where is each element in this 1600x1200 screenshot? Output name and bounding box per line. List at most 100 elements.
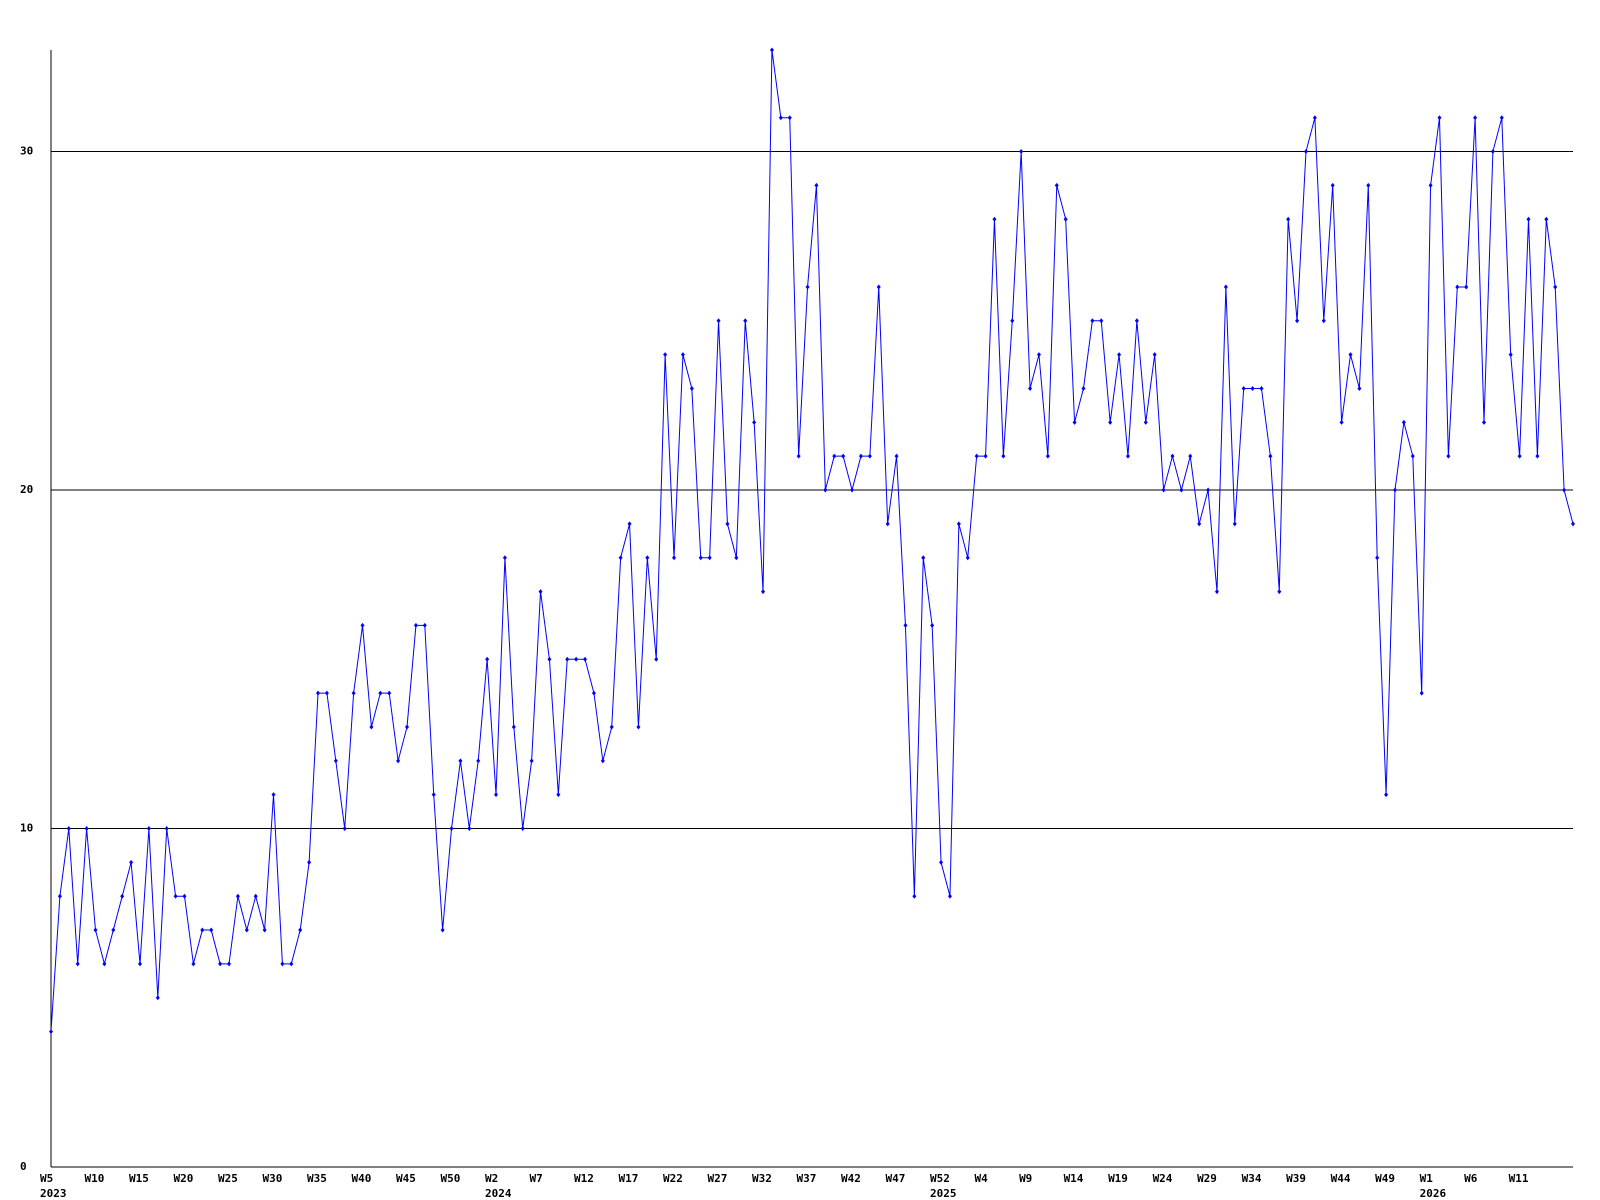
- data-point: [583, 656, 588, 662]
- x-tick-label: W6: [1464, 1172, 1478, 1185]
- data-point: [1384, 792, 1389, 798]
- data-point: [680, 352, 685, 358]
- x-tick-label: W35: [307, 1172, 327, 1185]
- data-point: [1099, 318, 1104, 324]
- x-tick-label: W4: [975, 1172, 989, 1185]
- data-point: [422, 622, 427, 628]
- data-point: [1312, 115, 1317, 121]
- data-point: [1464, 284, 1469, 290]
- data-point: [654, 656, 659, 662]
- data-point: [1508, 352, 1513, 358]
- data-point: [618, 555, 623, 561]
- data-point: [1143, 419, 1148, 425]
- data-point: [1117, 352, 1122, 358]
- data-point: [387, 690, 392, 696]
- data-point: [316, 690, 321, 696]
- data-point: [75, 961, 80, 967]
- x-year-label: 2025: [930, 1187, 957, 1200]
- data-point: [413, 622, 418, 628]
- data-point: [832, 453, 837, 459]
- data-point: [1036, 352, 1041, 358]
- data-point: [1357, 385, 1362, 391]
- data-point: [138, 961, 143, 967]
- data-point: [983, 453, 988, 459]
- data-point: [84, 826, 89, 832]
- data-point: [1446, 453, 1451, 459]
- data-point: [511, 724, 516, 730]
- data-point: [743, 318, 748, 324]
- data-point: [1197, 521, 1202, 527]
- data-point: [57, 893, 62, 899]
- data-point: [244, 927, 249, 933]
- x-tick-label: W25: [218, 1172, 238, 1185]
- data-point: [725, 521, 730, 527]
- data-point: [1232, 521, 1237, 527]
- x-tick-label: W17: [619, 1172, 639, 1185]
- data-point: [1295, 318, 1300, 324]
- data-point: [1045, 453, 1050, 459]
- data-point: [396, 758, 401, 764]
- data-point: [1134, 318, 1139, 324]
- data-point: [200, 927, 205, 933]
- data-point: [333, 758, 338, 764]
- data-point: [1179, 487, 1184, 493]
- data-point: [565, 656, 570, 662]
- data-point: [93, 927, 98, 933]
- data-line: [50, 49, 1574, 1032]
- data-point: [1188, 453, 1193, 459]
- x-year-label: 2026: [1420, 1187, 1447, 1200]
- data-point: [547, 656, 552, 662]
- x-tick-label: W1: [1420, 1172, 1434, 1185]
- data-point: [1321, 318, 1326, 324]
- x-tick-label: W37: [797, 1172, 817, 1185]
- x-tick-label: W24: [1153, 1172, 1173, 1185]
- data-point: [449, 826, 454, 832]
- x-tick-label: W10: [85, 1172, 105, 1185]
- data-point: [120, 893, 125, 899]
- data-point: [591, 690, 596, 696]
- data-point: [218, 961, 223, 967]
- data-point: [440, 927, 445, 933]
- data-point: [1401, 419, 1406, 425]
- data-point: [1125, 453, 1130, 459]
- data-point: [903, 622, 908, 628]
- data-point: [1170, 453, 1175, 459]
- data-point: [885, 521, 890, 527]
- x-tick-label: W44: [1331, 1172, 1351, 1185]
- data-point: [1366, 182, 1371, 188]
- data-point: [1437, 115, 1442, 121]
- data-point: [1410, 453, 1415, 459]
- data-point: [823, 487, 828, 493]
- data-point: [1268, 453, 1273, 459]
- data-point: [1419, 690, 1424, 696]
- x-tick-label: W14: [1064, 1172, 1084, 1185]
- data-point: [494, 792, 499, 798]
- x-tick-label: W32: [752, 1172, 772, 1185]
- data-point: [1090, 318, 1095, 324]
- data-point: [1571, 521, 1575, 527]
- x-tick-label: W49: [1375, 1172, 1395, 1185]
- data-point: [1348, 352, 1353, 358]
- data-point: [672, 555, 677, 561]
- data-point: [378, 690, 383, 696]
- data-point: [467, 826, 472, 832]
- data-point: [173, 893, 178, 899]
- data-point: [271, 792, 276, 798]
- x-tick-label: W27: [708, 1172, 728, 1185]
- data-point: [502, 555, 507, 561]
- data-point: [1286, 216, 1291, 222]
- data-point: [405, 724, 410, 730]
- data-point: [1526, 216, 1531, 222]
- data-point: [1330, 182, 1335, 188]
- data-point: [956, 521, 961, 527]
- x-tick-label: W34: [1242, 1172, 1262, 1185]
- data-point: [1490, 149, 1495, 155]
- data-point: [360, 622, 365, 628]
- x-tick-label: W22: [663, 1172, 683, 1185]
- data-point: [227, 961, 232, 967]
- data-point: [1499, 115, 1504, 121]
- data-point: [600, 758, 605, 764]
- data-point: [707, 555, 712, 561]
- x-tick-label: W30: [263, 1172, 283, 1185]
- x-tick-label: W9: [1019, 1172, 1032, 1185]
